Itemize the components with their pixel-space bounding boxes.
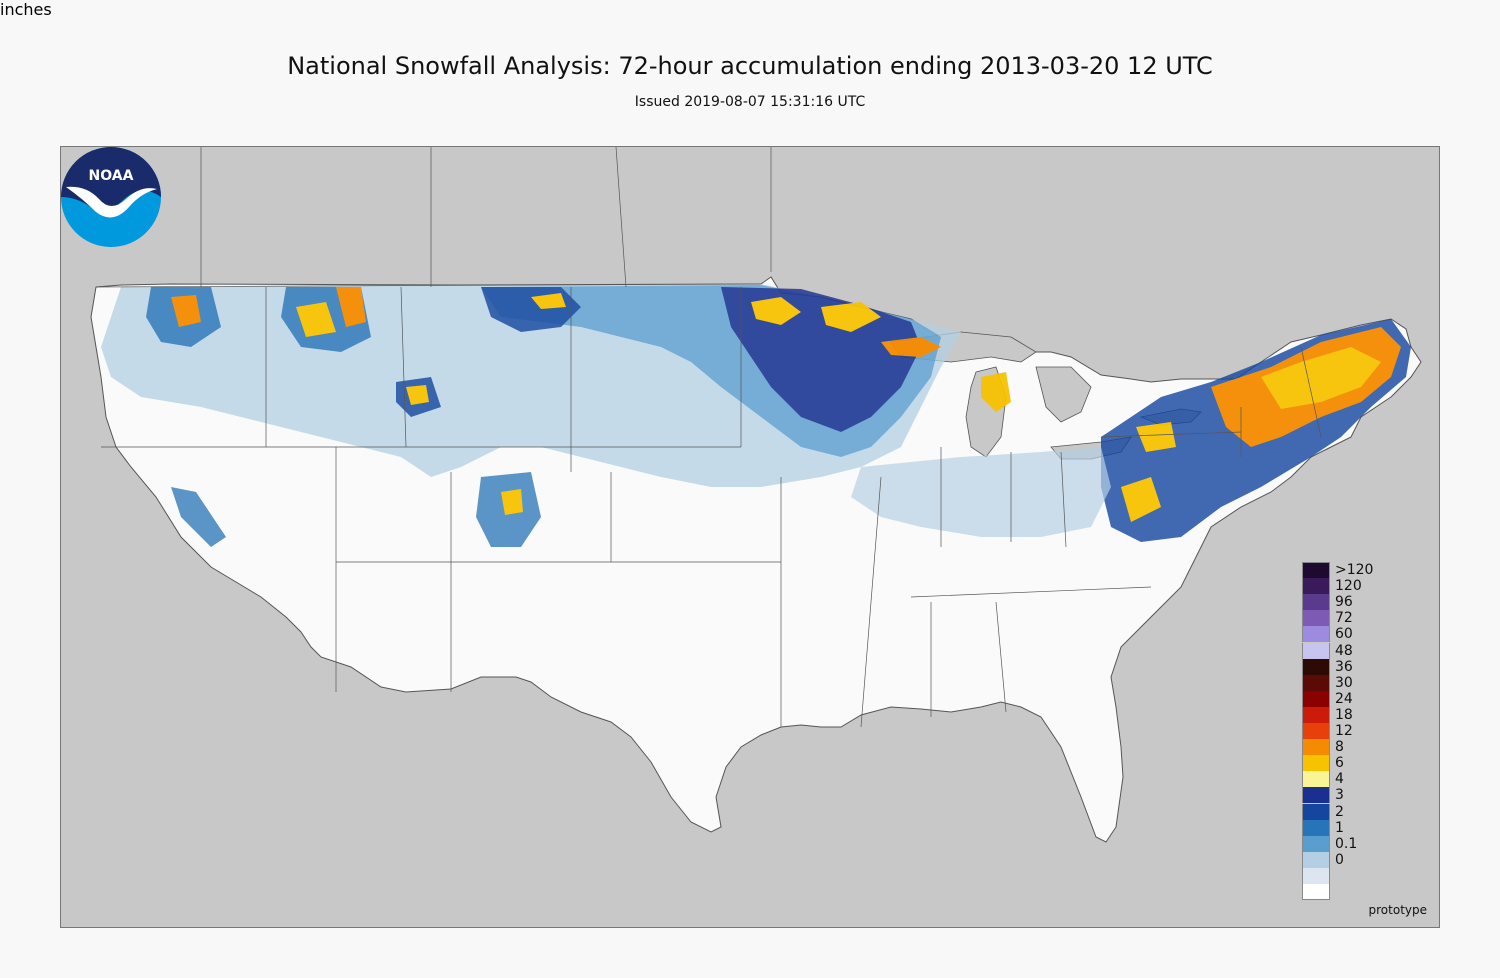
legend-swatch <box>1302 851 1330 868</box>
map-canvas <box>61 147 1439 927</box>
legend-tick-label: 4 <box>1335 771 1344 788</box>
colorbar-legend: >120 120 96 72 60 48 36 30 24 18 12 8 6 4 3 2 1 0.1 0 <box>1302 562 1382 901</box>
legend-tick-label: 8 <box>1335 739 1344 756</box>
legend-swatch <box>1302 787 1330 804</box>
legend-tick-label: 1 <box>1335 819 1344 836</box>
legend-swatch <box>1302 594 1330 611</box>
legend-swatch <box>1302 803 1330 820</box>
legend-swatch <box>1302 835 1330 852</box>
legend-tick-label: 24 <box>1335 690 1353 707</box>
legend-swatch <box>1302 610 1330 627</box>
legend-swatch <box>1302 562 1330 579</box>
legend-tick-label: 36 <box>1335 658 1353 675</box>
legend-swatch <box>1302 739 1330 756</box>
legend-tick-label: 72 <box>1335 610 1353 627</box>
legend-units: inches <box>0 0 52 19</box>
snowfall-field <box>101 284 1411 547</box>
legend-swatch <box>1302 578 1330 595</box>
legend-tick-label: >120 <box>1335 562 1374 579</box>
snowfall-map[interactable]: NOAA prototype <box>60 146 1440 928</box>
legend-swatch <box>1302 723 1330 740</box>
legend-swatch <box>1302 626 1330 643</box>
legend-tick-label: 60 <box>1335 626 1353 643</box>
legend-tick-label: 2 <box>1335 803 1344 820</box>
legend-tick-label: 0 <box>1335 851 1344 868</box>
legend-swatch <box>1302 690 1330 707</box>
legend-tick-label: 3 <box>1335 787 1344 804</box>
legend-tick-label: 6 <box>1335 755 1344 772</box>
legend-swatch <box>1302 819 1330 836</box>
legend-swatch <box>1302 884 1330 901</box>
legend-swatch <box>1302 706 1330 723</box>
legend-swatch <box>1302 642 1330 659</box>
legend-tick-label: 96 <box>1335 594 1353 611</box>
legend-tick-label: 0.1 <box>1335 835 1358 852</box>
noaa-logo-icon: NOAA <box>61 147 161 247</box>
noaa-logo-text: NOAA <box>89 168 134 184</box>
issued-timestamp: Issued 2019-08-07 15:31:16 UTC <box>634 94 866 110</box>
legend-swatch <box>1302 771 1330 788</box>
legend-swatch <box>1302 755 1330 772</box>
legend-swatch <box>1302 867 1330 884</box>
prototype-label: prototype <box>1368 903 1427 917</box>
state-borders <box>95 147 1322 728</box>
legend-tick-label: 120 <box>1335 578 1362 595</box>
legend-tick-label: 30 <box>1335 674 1353 691</box>
legend-tick-label: 48 <box>1335 642 1353 659</box>
legend-tick-label: 18 <box>1335 706 1353 723</box>
legend-tick-label: 12 <box>1335 723 1353 740</box>
page-title: National Snowfall Analysis: 72-hour accu… <box>287 52 1213 80</box>
legend-swatch <box>1302 674 1330 691</box>
legend-swatch <box>1302 658 1330 675</box>
